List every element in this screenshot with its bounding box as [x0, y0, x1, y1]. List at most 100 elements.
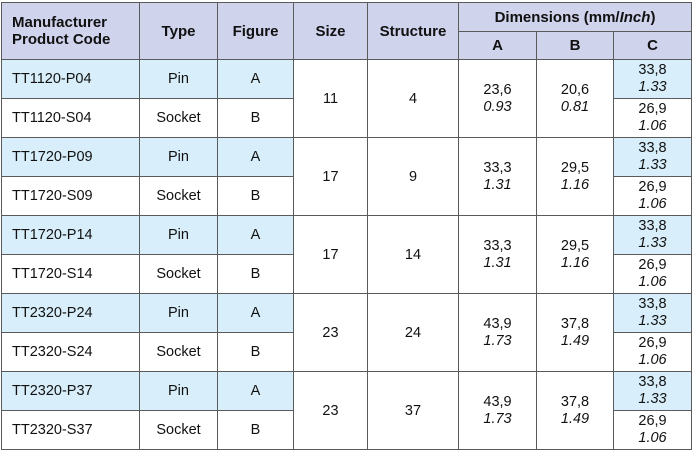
table-row: TT1120-P04 Pin A 11 4 23,6 0.93 20,6 0.81 33,8 1.3… — [1, 59, 693, 138]
product-code-cell: TT2320-S37 — [1, 410, 140, 450]
size-cell: 23 — [293, 293, 368, 372]
table-row: TT1720-S14 Socket B 26,9 1.06 — [1, 254, 693, 294]
dim-b-mm: 37,8 — [560, 393, 590, 410]
product-code-cell: TT1720-P09 — [1, 137, 140, 177]
figure-cell: A — [217, 371, 294, 411]
type-cell: Pin — [139, 371, 218, 411]
dim-b-mm: 29,5 — [560, 159, 590, 176]
header-col-a: A — [458, 31, 537, 60]
dim-c-mm: 26,9 — [638, 413, 667, 429]
table-row: TT2320-P24 Pin A 23 24 43,9 1.73 37,8 1.49 33,8 1.… — [1, 293, 693, 372]
dim-a-inch: 0.93 — [483, 98, 512, 115]
type-cell: Pin — [139, 59, 218, 99]
structure-cell: 9 — [367, 137, 459, 216]
dim-c-inch: 1.33 — [638, 391, 667, 407]
dim-c-cell: 33,8 1.33 — [612, 215, 693, 255]
product-code-cell: TT1720-S14 — [1, 254, 140, 294]
dim-b-cell: 37,8 1.49 — [536, 293, 614, 372]
dim-b-inch: 0.81 — [560, 98, 590, 115]
figure-cell: B — [217, 410, 294, 450]
dim-b-mm: 29,5 — [560, 237, 590, 254]
size-cell: 23 — [293, 371, 368, 450]
header-dimensions-suffix: ) — [650, 8, 656, 26]
header-col-b: B — [536, 31, 614, 60]
dim-c-cell: 26,9 1.06 — [612, 98, 693, 138]
figure-cell: B — [217, 98, 294, 138]
header-dimensions-prefix: Dimensions (mm/ — [494, 8, 620, 26]
dim-c-mm: 26,9 — [638, 257, 667, 273]
dim-c-cell: 33,8 1.33 — [612, 293, 693, 333]
type-cell: Pin — [139, 137, 218, 177]
header-figure: Figure — [217, 2, 294, 60]
figure-cell: A — [217, 59, 294, 99]
dim-a-cell: 23,6 0.93 — [458, 59, 537, 138]
table-row: TT1720-P09 Pin A 17 9 33,3 1.31 29,5 1.16 33,8 1.3… — [1, 137, 693, 216]
dim-a-inch: 1.31 — [483, 254, 512, 271]
dim-c-mm: 33,8 — [638, 374, 667, 390]
header-structure: Structure — [367, 2, 459, 60]
dim-c-mm: 26,9 — [638, 335, 667, 351]
dim-b-inch: 1.16 — [560, 254, 590, 271]
connector-dimensions-table: Manufacturer Product Code Type Figure Si… — [1, 2, 693, 450]
header-type: Type — [139, 2, 218, 60]
dim-c-inch: 1.06 — [638, 118, 667, 134]
dim-a-inch: 1.73 — [483, 332, 512, 349]
figure-cell: B — [217, 254, 294, 294]
type-cell: Socket — [139, 410, 218, 450]
figure-cell: A — [217, 215, 294, 255]
type-cell: Socket — [139, 332, 218, 372]
dim-a-inch: 1.73 — [483, 410, 512, 427]
dim-a-cell: 33,3 1.31 — [458, 137, 537, 216]
dim-a-mm: 23,6 — [483, 81, 512, 98]
product-code-cell: TT1720-S09 — [1, 176, 140, 216]
table-row: TT2320-S37 Socket B 26,9 1.06 — [1, 410, 693, 450]
dim-b-inch: 1.49 — [560, 332, 590, 349]
dim-c-cell: 26,9 1.06 — [612, 254, 693, 294]
dim-c-cell: 26,9 1.06 — [612, 410, 693, 450]
dim-b-cell: 37,8 1.49 — [536, 371, 614, 450]
table-row: TT1120-S04 Socket B 26,9 1.06 — [1, 98, 693, 138]
type-cell: Socket — [139, 98, 218, 138]
header-product-code: Manufacturer Product Code — [1, 2, 140, 60]
dim-c-mm: 33,8 — [638, 218, 667, 234]
dim-c-cell: 33,8 1.33 — [612, 137, 693, 177]
product-code-cell: TT2320-P24 — [1, 293, 140, 333]
header-col-c: C — [612, 31, 693, 60]
dim-c-inch: 1.06 — [638, 430, 667, 446]
product-code-cell: TT1720-P14 — [1, 215, 140, 255]
table-body: TT1120-P04 Pin A 11 4 23,6 0.93 20,6 0.81 33,8 1.3… — [1, 59, 693, 450]
dim-c-cell: 26,9 1.06 — [612, 176, 693, 216]
dim-a-inch: 1.31 — [483, 176, 512, 193]
dim-b-mm: 20,6 — [560, 81, 590, 98]
table-row: TT1720-S09 Socket B 26,9 1.06 — [1, 176, 693, 216]
table-row: TT1720-P14 Pin A 17 14 33,3 1.31 29,5 1.16 33,8 1.… — [1, 215, 693, 294]
structure-cell: 4 — [367, 59, 459, 138]
size-cell: 11 — [293, 59, 368, 138]
dim-a-mm: 43,9 — [483, 393, 512, 410]
dim-c-mm: 33,8 — [638, 296, 667, 312]
dim-c-cell: 33,8 1.33 — [612, 59, 693, 99]
structure-cell: 14 — [367, 215, 459, 294]
figure-cell: A — [217, 293, 294, 333]
structure-cell: 37 — [367, 371, 459, 450]
dim-c-inch: 1.06 — [638, 196, 667, 212]
type-cell: Pin — [139, 215, 218, 255]
product-code-cell: TT2320-P37 — [1, 371, 140, 411]
size-cell: 17 — [293, 215, 368, 294]
dim-c-inch: 1.06 — [638, 274, 667, 290]
dim-c-mm: 26,9 — [638, 179, 667, 195]
dim-a-mm: 33,3 — [483, 159, 512, 176]
product-code-cell: TT1120-S04 — [1, 98, 140, 138]
header-dimensions-unit: Inch — [619, 8, 651, 26]
dim-a-mm: 33,3 — [483, 237, 512, 254]
dim-a-cell: 43,9 1.73 — [458, 293, 537, 372]
header-dimensions: Dimensions (mm/Inch) — [457, 2, 693, 32]
product-code-cell: TT1120-P04 — [1, 59, 140, 99]
dim-c-cell: 33,8 1.33 — [612, 371, 693, 411]
dim-c-mm: 33,8 — [638, 62, 667, 78]
structure-cell: 24 — [367, 293, 459, 372]
dim-b-cell: 29,5 1.16 — [536, 215, 614, 294]
dim-c-inch: 1.33 — [638, 79, 667, 95]
dim-c-inch: 1.33 — [638, 313, 667, 329]
dim-b-inch: 1.16 — [560, 176, 590, 193]
